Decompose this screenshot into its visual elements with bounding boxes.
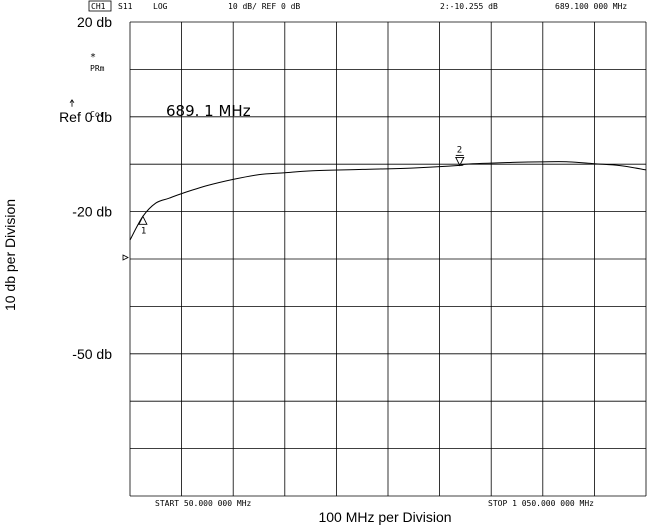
y-tick-label: -50 db [72, 346, 112, 362]
marker-1-label: 1 [141, 226, 146, 236]
scale-label: 10 dB/ REF 0 dB [228, 2, 300, 11]
status-prm: PRm [90, 64, 105, 73]
y-tick-label: -20 db [72, 204, 112, 220]
trace-layer [129, 161, 647, 241]
instrument-header: CH1 S11 LOG 10 dB/ REF 0 dB 2:-10.255 dB… [88, 0, 627, 12]
x-axis-title: 100 MHz per Division [318, 509, 451, 525]
channel-indicator: CH1 [91, 2, 106, 11]
y-axis-title: 10 db per Division [2, 199, 18, 311]
status-star: * [90, 52, 96, 63]
channel-box [88, 0, 112, 12]
marker-2-symbol [455, 156, 465, 167]
parameter-label: S11 [118, 2, 133, 11]
marker-1-symbol [138, 215, 148, 225]
y-tick-label: 20 db [77, 14, 112, 30]
stop-frequency: STOP 1 050.000 000 MHz [488, 499, 594, 508]
marker-2-label: 2 [457, 145, 462, 155]
y-tick-label: Ref 0 db [59, 109, 112, 125]
start-frequency: START 50.000 000 MHz [155, 499, 252, 508]
status-annotations: * PRm Cor [90, 52, 105, 119]
y-tick-labels: 20 db Ref 0 db -20 db -50 db [59, 14, 112, 362]
marker-frequency-readout: 689.100 000 MHz [555, 2, 627, 11]
reference-arrow-icon [69, 99, 75, 107]
reference-position-arrow [122, 254, 129, 261]
marker-readout: 2:-10.255 dB [440, 2, 498, 11]
graticule [129, 21, 647, 497]
status-cor: Cor [90, 110, 105, 119]
marker-layer: 12 [138, 145, 465, 236]
format-label: LOG [153, 2, 168, 11]
trace-line [129, 161, 647, 241]
marker-frequency-large: 689. 1 MHz [166, 102, 251, 120]
